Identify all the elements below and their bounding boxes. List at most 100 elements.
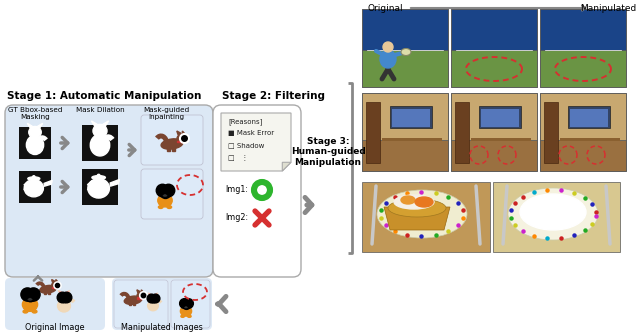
Text: Img1:: Img1: [225,186,248,195]
Ellipse shape [158,194,172,207]
Polygon shape [221,113,291,171]
Bar [362,93,448,140]
Ellipse shape [148,300,158,311]
Polygon shape [154,294,157,296]
Ellipse shape [59,293,69,302]
Bar [451,140,537,171]
Text: GT Bbox-based
Masking: GT Bbox-based Masking [8,107,62,121]
Polygon shape [137,290,140,293]
Ellipse shape [22,298,38,311]
Polygon shape [65,291,68,294]
Polygon shape [36,123,43,129]
Text: Original: Original [368,4,404,13]
Bar [540,93,626,140]
Bar [133,300,135,306]
Text: □ Shadow: □ Shadow [228,142,264,148]
Ellipse shape [58,300,70,312]
Bar [481,109,519,127]
Text: Manipulated Images: Manipulated Images [121,323,203,332]
Bar [48,289,50,294]
Bar [570,109,608,127]
Bar [83,170,118,205]
Polygon shape [56,279,58,282]
Ellipse shape [25,298,35,301]
FancyBboxPatch shape [112,278,212,330]
Text: Stage 2: Filtering: Stage 2: Filtering [222,91,325,101]
Polygon shape [282,162,291,171]
FancyBboxPatch shape [213,105,301,277]
Bar [129,300,131,306]
Ellipse shape [383,42,393,52]
Bar [471,138,531,141]
Polygon shape [65,290,70,294]
Text: Img2:: Img2: [225,213,248,222]
Polygon shape [110,180,120,186]
Polygon shape [148,293,152,296]
Ellipse shape [183,303,189,307]
Ellipse shape [161,190,168,195]
Ellipse shape [29,126,41,138]
Ellipse shape [157,187,161,193]
Text: Stage 3:
Human-guided
Manipulation: Stage 3: Human-guided Manipulation [291,137,365,167]
Bar [540,140,626,171]
Ellipse shape [33,176,35,178]
Ellipse shape [23,310,28,313]
Ellipse shape [182,137,186,141]
Ellipse shape [180,306,191,316]
Bar [540,50,626,87]
Ellipse shape [182,300,190,308]
Bar [451,9,537,50]
Ellipse shape [182,307,190,309]
Ellipse shape [388,199,446,217]
Ellipse shape [90,134,109,156]
Ellipse shape [401,196,415,204]
Polygon shape [58,290,63,294]
Polygon shape [60,291,63,294]
Bar [362,182,490,252]
Text: Original Image: Original Image [25,323,84,332]
Polygon shape [177,131,181,135]
Bar [362,50,448,87]
Bar [137,297,141,299]
Ellipse shape [508,188,598,240]
Bar [362,9,448,87]
FancyBboxPatch shape [5,278,105,330]
Ellipse shape [181,315,184,317]
Bar [560,138,620,141]
Polygon shape [149,294,152,296]
Polygon shape [28,123,33,129]
Bar [177,141,183,142]
Ellipse shape [169,187,173,193]
Ellipse shape [22,290,26,296]
Bar [540,9,626,87]
Bar [172,144,175,151]
Ellipse shape [377,190,467,238]
Ellipse shape [159,206,163,208]
Bar [390,106,432,128]
Ellipse shape [124,296,141,304]
Bar [52,287,56,288]
Text: Mask Dilation: Mask Dilation [76,107,124,113]
Bar [540,93,626,171]
FancyBboxPatch shape [141,169,203,219]
Bar [568,106,610,128]
Ellipse shape [380,50,396,68]
Bar [479,106,521,128]
Ellipse shape [180,300,183,305]
Bar [493,182,620,252]
Bar [19,127,51,158]
Polygon shape [44,180,52,186]
Ellipse shape [394,195,434,209]
Ellipse shape [141,294,145,298]
Ellipse shape [24,180,44,197]
Ellipse shape [97,174,100,177]
Text: ■ Mask Error: ■ Mask Error [228,130,274,136]
Text: Stage 1: Automatic Manipulation: Stage 1: Automatic Manipulation [7,91,202,101]
Polygon shape [154,293,158,296]
Ellipse shape [149,295,157,303]
Polygon shape [141,290,143,293]
Bar [362,9,448,50]
Polygon shape [92,121,98,127]
Ellipse shape [520,194,586,230]
FancyBboxPatch shape [141,115,203,165]
